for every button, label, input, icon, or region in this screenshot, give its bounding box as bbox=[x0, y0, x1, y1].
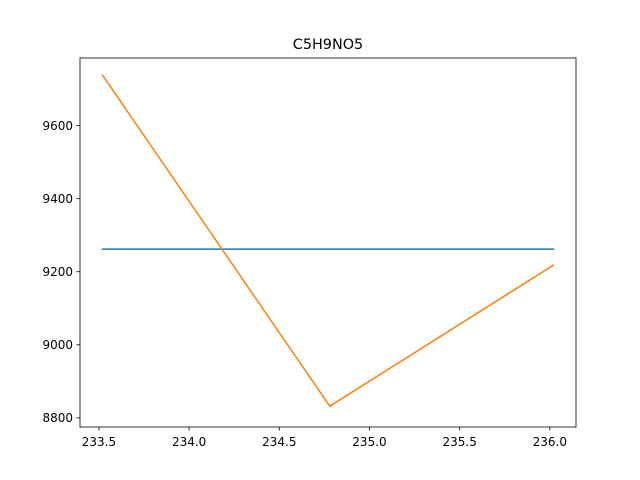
chart-title: C5H9NO5 bbox=[293, 37, 363, 53]
y-tick-label: 9200 bbox=[42, 265, 73, 279]
x-tick-label: 235.0 bbox=[352, 435, 386, 449]
y-tick-label: 8800 bbox=[42, 411, 73, 425]
y-tick-label: 9600 bbox=[42, 119, 73, 133]
y-tick-label: 9000 bbox=[42, 338, 73, 352]
x-tick-label: 234.5 bbox=[262, 435, 296, 449]
x-tick-label: 235.5 bbox=[442, 435, 476, 449]
x-tick-label: 234.0 bbox=[172, 435, 206, 449]
x-tick-label: 233.5 bbox=[82, 435, 116, 449]
y-tick-label: 9400 bbox=[42, 192, 73, 206]
x-axis: 233.5 234.0 234.5 235.0 235.5 236.0 bbox=[82, 427, 567, 449]
plot-area bbox=[80, 58, 576, 427]
x-tick-label: 236.0 bbox=[533, 435, 567, 449]
series-layer bbox=[101, 74, 555, 407]
y-axis: 8800 9000 9200 9400 9600 bbox=[42, 119, 80, 425]
plot-frame bbox=[79, 57, 577, 428]
series-line-2 bbox=[101, 74, 555, 407]
